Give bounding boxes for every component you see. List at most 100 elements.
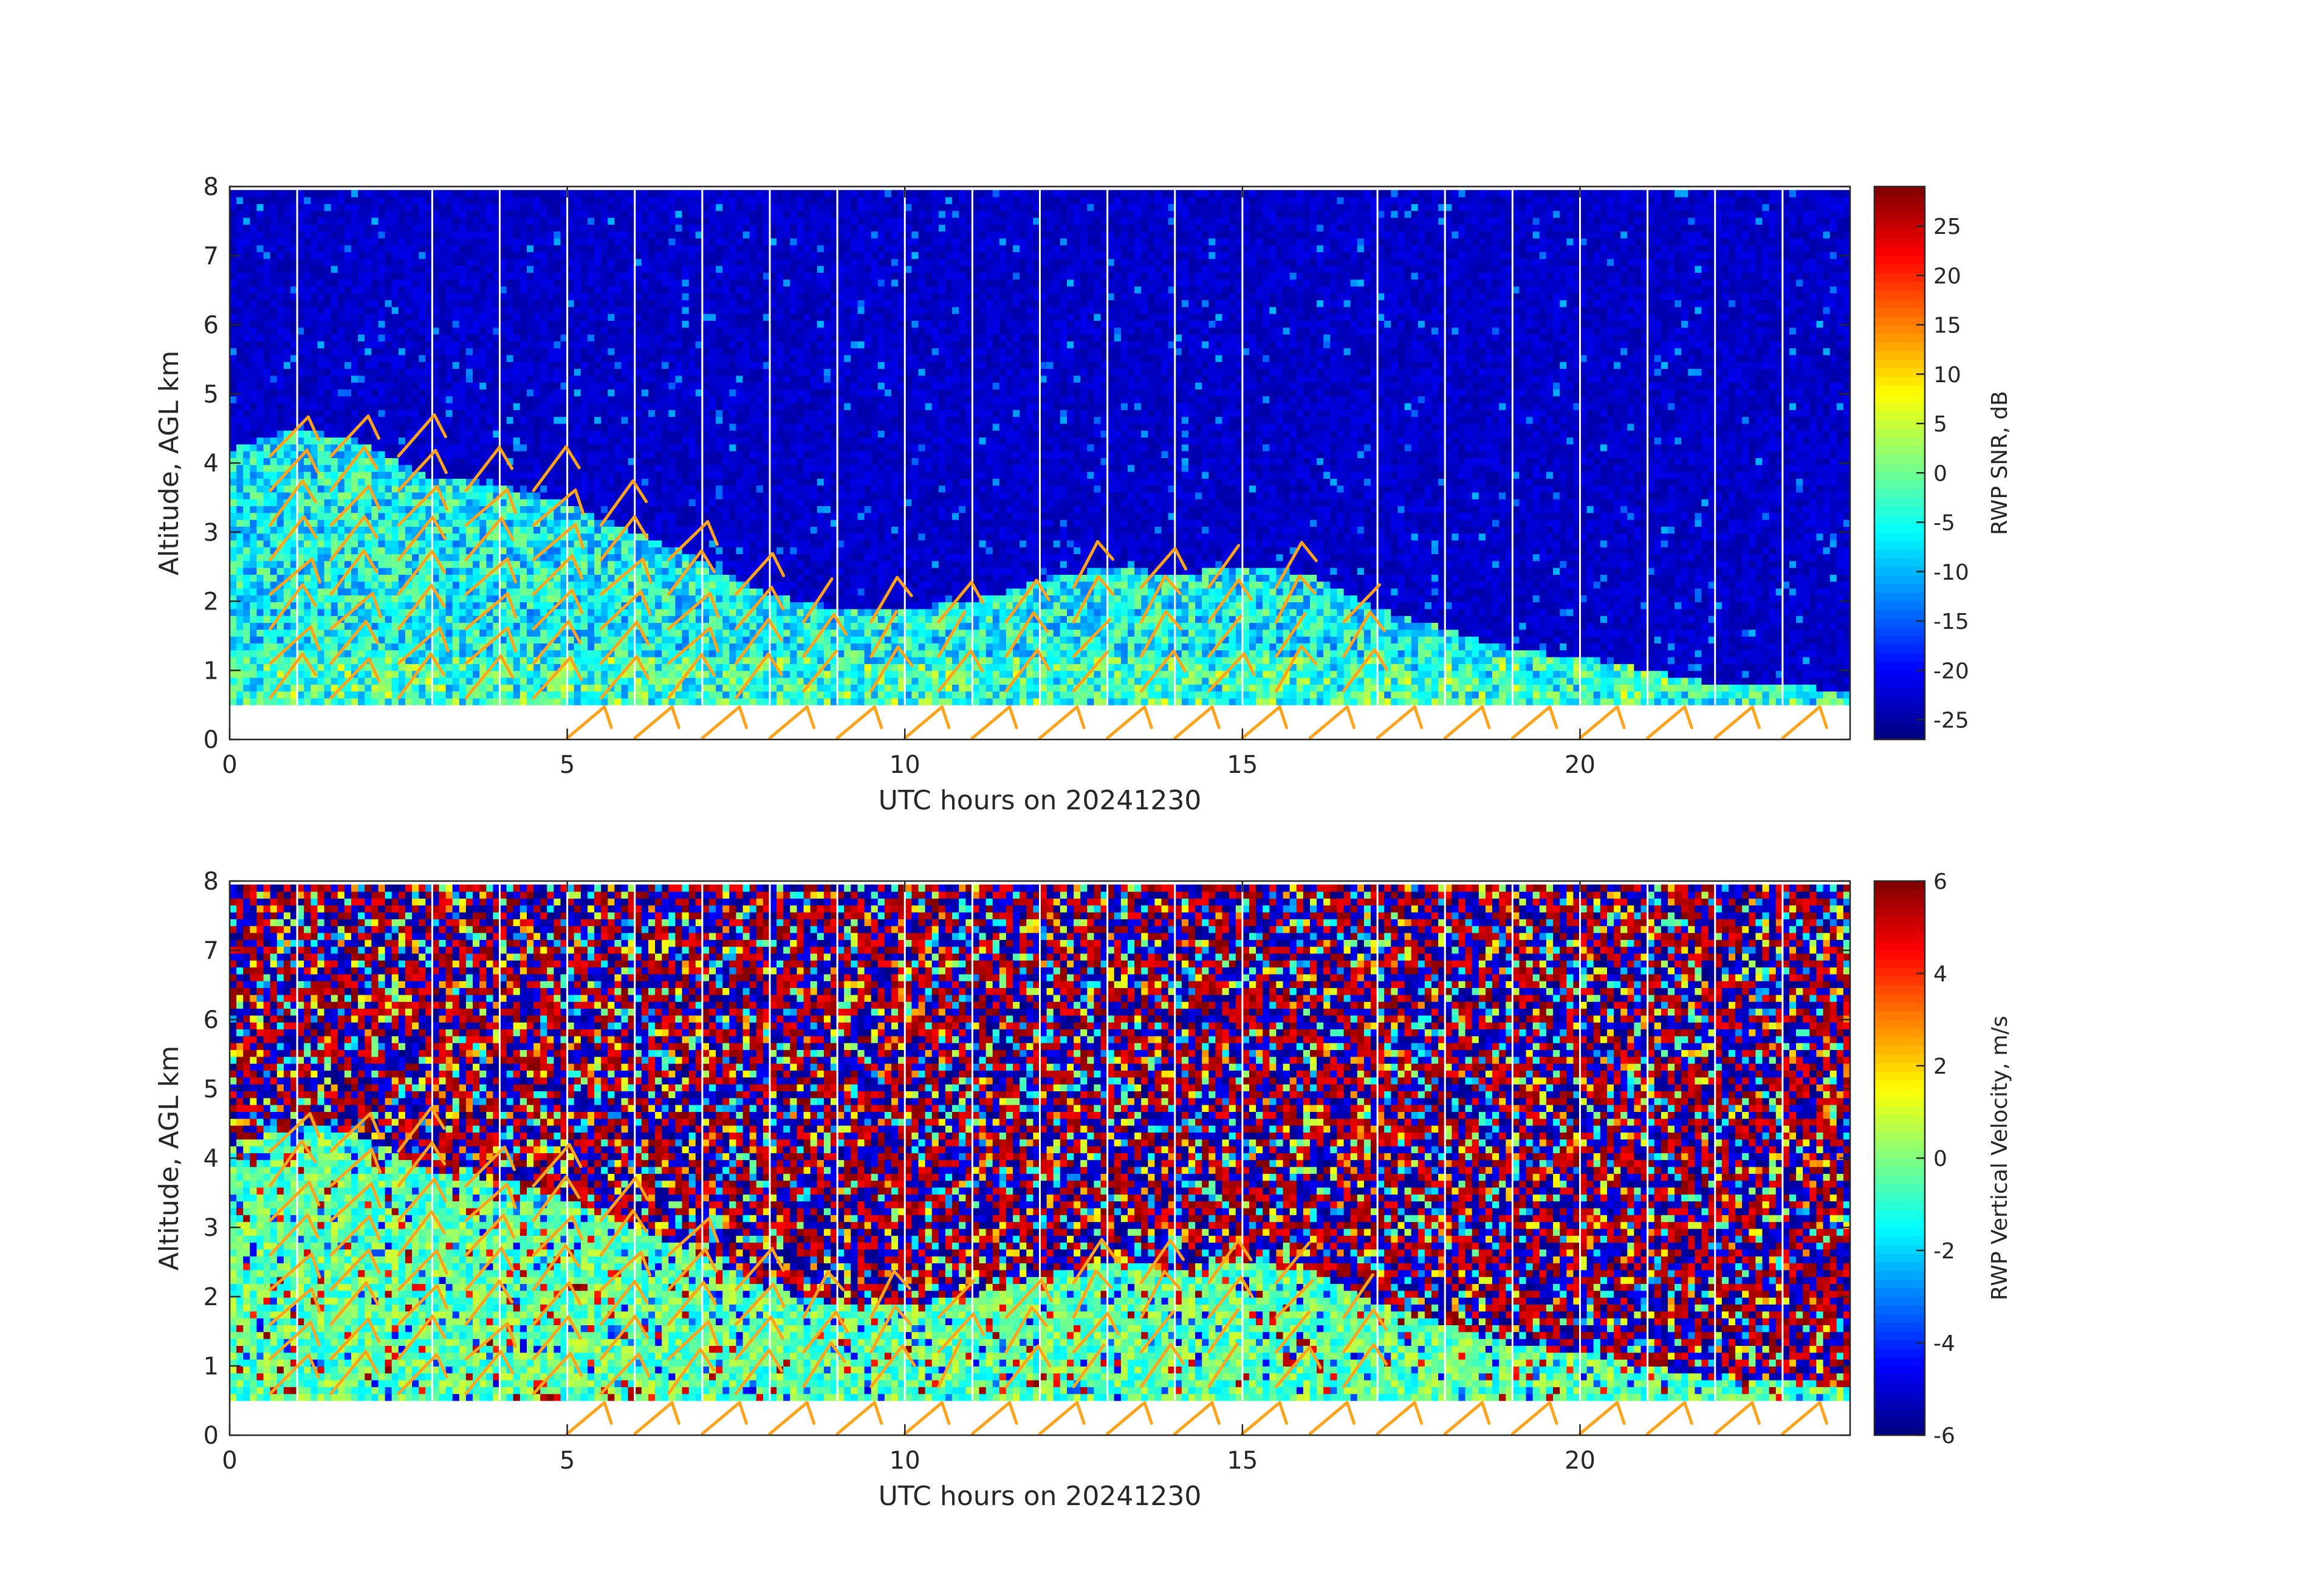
heatmap-cell [432, 232, 439, 239]
heatmap-cell [270, 595, 278, 602]
heatmap-cell [439, 376, 447, 383]
heatmap-cell [466, 629, 473, 637]
heatmap-cell [284, 300, 291, 307]
heatmap-cell [459, 355, 467, 362]
heatmap-cell [439, 650, 447, 657]
heatmap-cell [358, 369, 365, 376]
heatmap-cell [250, 554, 257, 561]
heatmap-cell [230, 561, 237, 568]
heatmap-cell [264, 547, 271, 554]
heatmap-cell [277, 465, 284, 472]
heatmap-cell [304, 355, 311, 362]
heatmap-cell [459, 238, 467, 245]
heatmap-cell [405, 341, 413, 348]
heatmap-cell [466, 252, 473, 259]
heatmap-cell [399, 341, 406, 348]
heatmap-cell [324, 355, 332, 362]
heatmap-cell [466, 232, 473, 239]
heatmap-cell [473, 698, 480, 705]
heatmap-cell [256, 595, 264, 602]
heatmap-cell [453, 224, 460, 232]
heatmap-cell [432, 266, 439, 273]
heatmap-cell [230, 458, 237, 465]
heatmap-cell [250, 623, 257, 630]
heatmap-cell [459, 684, 467, 691]
heatmap-cell [324, 430, 332, 437]
heatmap-cell [256, 430, 264, 437]
heatmap-cell [284, 382, 291, 389]
heatmap-cell [310, 272, 318, 280]
heatmap-cell [297, 547, 304, 554]
heatmap-cell [338, 492, 345, 499]
heatmap-cell [439, 410, 447, 417]
heatmap-cell [236, 684, 244, 691]
heatmap-cell [284, 588, 291, 595]
heatmap-cell [385, 396, 392, 403]
heatmap-cell [432, 403, 439, 410]
heatmap-cell [371, 218, 379, 225]
heatmap-cell [236, 232, 244, 239]
heatmap-cell [405, 232, 413, 239]
heatmap-cell [365, 190, 372, 197]
heatmap-cell [297, 389, 304, 396]
heatmap-cell [473, 485, 480, 493]
heatmap-cell [344, 698, 352, 705]
heatmap-cell [385, 355, 392, 362]
heatmap-cell [453, 424, 460, 431]
heatmap-cell [432, 636, 439, 643]
heatmap-cell [304, 232, 311, 239]
heatmap-cell [264, 362, 271, 369]
heatmap-cell [297, 245, 304, 252]
heatmap-cell [392, 328, 399, 335]
heatmap-cell [277, 629, 284, 637]
heatmap-cell [399, 389, 406, 396]
heatmap-cell [338, 238, 345, 245]
heatmap-cell [439, 238, 447, 245]
heatmap-cell [371, 232, 379, 239]
heatmap-cell [405, 485, 413, 493]
heatmap-cell [264, 190, 271, 197]
heatmap-cell [304, 369, 311, 376]
heatmap-cell [385, 540, 392, 547]
heatmap-cell [379, 376, 386, 383]
heatmap-cell [358, 218, 365, 225]
heatmap-cell [297, 554, 304, 561]
heatmap-cell [392, 293, 399, 300]
heatmap-cell [297, 403, 304, 410]
heatmap-cell [459, 252, 467, 259]
heatmap-cell [365, 478, 372, 485]
heatmap-cell [277, 286, 284, 293]
heatmap-cell [379, 300, 386, 307]
heatmap-cell [453, 664, 460, 671]
heatmap-cell [264, 252, 271, 259]
heatmap-cell [392, 252, 399, 259]
heatmap-cell [419, 691, 426, 699]
heatmap-cell [466, 204, 473, 211]
heatmap-cell [338, 636, 345, 643]
heatmap-cell [412, 629, 419, 637]
heatmap-cell [432, 376, 439, 383]
heatmap-cell [392, 341, 399, 348]
heatmap-cell [297, 396, 304, 403]
heatmap-cell [412, 259, 419, 266]
heatmap-cell [277, 238, 284, 245]
heatmap-cell [284, 410, 291, 417]
heatmap-cell [264, 369, 271, 376]
heatmap-cell [453, 595, 460, 602]
heatmap-cell [310, 280, 318, 287]
heatmap-cell [446, 382, 453, 389]
heatmap-cell [392, 636, 399, 643]
heatmap-cell [371, 540, 379, 547]
heatmap-cell [256, 362, 264, 369]
heatmap-cell [446, 417, 453, 424]
heatmap-cell [331, 369, 338, 376]
heatmap-cell [385, 197, 392, 204]
heatmap-cell [297, 609, 304, 616]
heatmap-cell [284, 245, 291, 252]
heatmap-cell [399, 499, 406, 506]
heatmap-cell [297, 430, 304, 437]
heatmap-cell [446, 389, 453, 396]
heatmap-cell [324, 540, 332, 547]
heatmap-cell [230, 691, 237, 699]
heatmap-cell [250, 574, 257, 581]
